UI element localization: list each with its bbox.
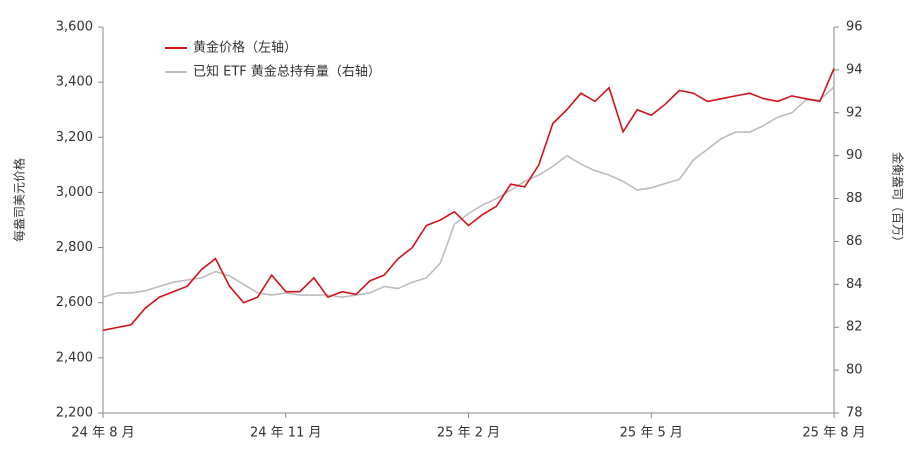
y2-tick-label: 92 [846, 105, 863, 120]
y-tick-label: 2,800 [56, 240, 93, 255]
y-tick-label: 3,400 [56, 75, 93, 90]
y-tick-label: 3,200 [56, 130, 93, 145]
y-tick-label: 2,400 [56, 350, 93, 365]
y-tick-label: 3,000 [56, 185, 93, 200]
y-axis-label: 每盎司美元价格 [12, 158, 27, 242]
x-tick-label: 25 年 2 月 [437, 426, 500, 441]
x-tick-label: 24 年 11 月 [250, 426, 321, 441]
y-tick-label: 2,600 [56, 295, 93, 310]
legend-label: 已知 ETF 黄金总持有量（右轴） [193, 64, 381, 80]
y2-tick-label: 96 [846, 20, 863, 35]
y2-tick-label: 80 [846, 363, 863, 378]
x-tick-label: 25 年 5 月 [620, 426, 683, 441]
y-tick-label: 3,600 [56, 20, 93, 35]
legend-label: 黄金价格（左轴） [193, 40, 297, 56]
series-line [102, 68, 835, 332]
y2-tick-label: 88 [846, 191, 863, 206]
series-line [102, 86, 835, 299]
y2-tick-label: 94 [846, 62, 863, 77]
y2-axis-label: 金衡盎司（百万） [891, 152, 906, 248]
y2-tick-label: 82 [846, 320, 863, 335]
x-tick-label: 25 年 8 月 [802, 426, 865, 441]
y2-tick-label: 78 [846, 406, 863, 421]
y2-tick-label: 84 [846, 277, 863, 292]
y-tick-label: 2,200 [56, 406, 93, 421]
y2-tick-label: 86 [846, 234, 863, 249]
y2-tick-label: 90 [846, 148, 863, 163]
x-tick-label: 24 年 8 月 [71, 426, 134, 441]
